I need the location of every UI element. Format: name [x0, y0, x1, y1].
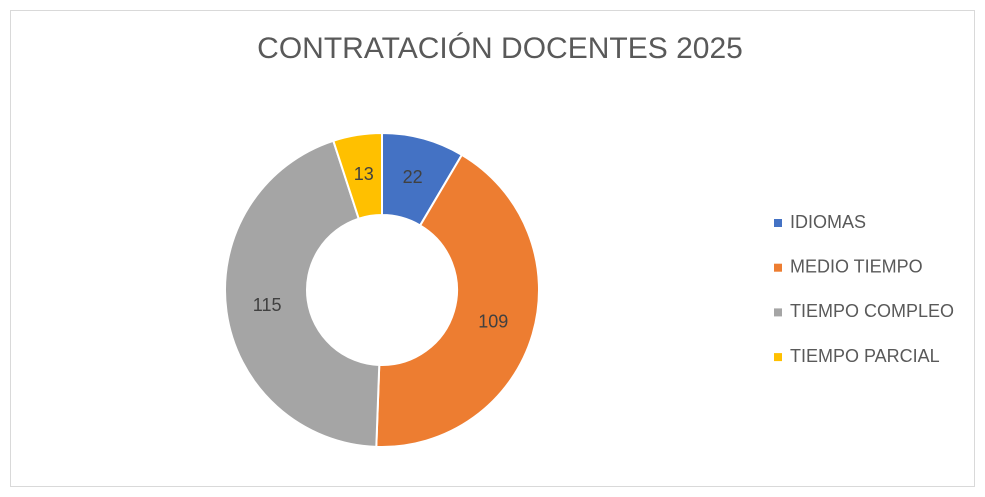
- donut-slice: [375, 153, 540, 448]
- legend-label: IDIOMAS: [790, 212, 866, 232]
- legend-swatch: [774, 308, 782, 317]
- donut-slice: [224, 139, 381, 448]
- legend-label: TIEMPO PARCIAL: [790, 346, 940, 366]
- data-label: 115: [253, 295, 282, 315]
- donut-slice: [332, 131, 383, 220]
- legend-swatch: [774, 353, 782, 362]
- legend-swatch: [774, 219, 782, 227]
- legend-swatch: [774, 263, 782, 272]
- data-label: 109: [478, 311, 508, 331]
- data-label: 13: [354, 164, 374, 184]
- chart-title: CONTRATACIÓN DOCENTES 2025: [257, 32, 743, 65]
- legend-label: TIEMPO COMPLEO: [790, 301, 954, 321]
- data-label: 22: [403, 167, 423, 187]
- legend-label: MEDIO TIEMPO: [790, 256, 923, 276]
